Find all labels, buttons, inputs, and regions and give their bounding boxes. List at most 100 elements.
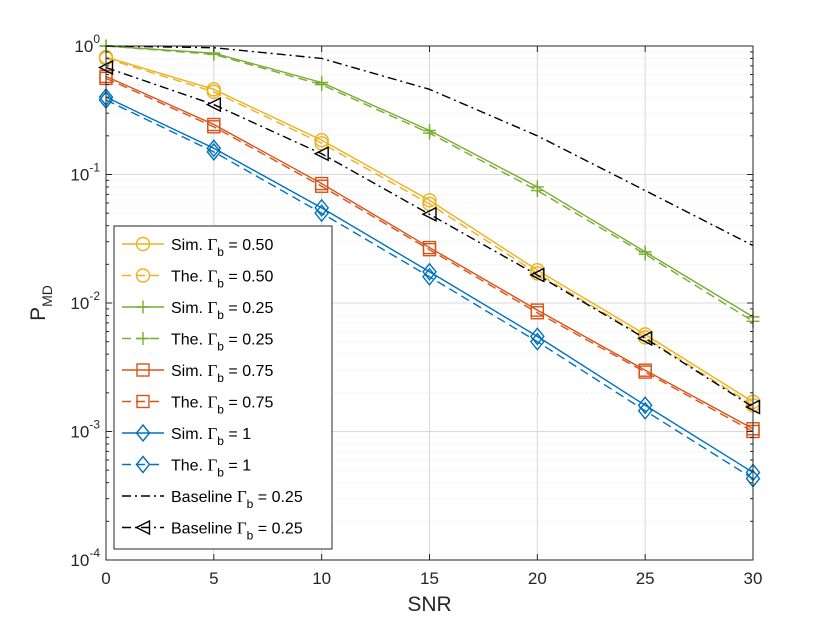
legend-label-1: The. Γb = 0.50 [171,267,273,291]
legend-value: = 0.25 [253,521,302,538]
series-9-point-3 [421,206,437,222]
series-5-point-3 [422,242,437,257]
legend-gamma: Γ [237,487,247,506]
legend-gamma: Γ [207,235,217,254]
legend-box [113,225,333,550]
series-line-5 [105,77,754,433]
y-axis-title-subscript: MD [39,285,55,307]
legend-entry-4: Sim. Γb = 0.75 [122,361,273,385]
y-tick-label-1: 10-1 [70,161,100,185]
series-9-point-1 [205,96,222,113]
series-7-point-1 [206,142,222,161]
legend-prefix: The. [171,332,207,349]
legend-prefix: Sim. [171,300,207,317]
series-3-point-2 [315,78,329,92]
legend-swatch-marker [136,332,150,345]
y-tick-exponent: -2 [89,289,100,303]
legend-entry-2: Sim. Γb = 0.25 [122,298,273,322]
series-6 [98,88,761,482]
legend-subscript: b [217,371,224,385]
legend-entry-9: Baseline Γb = 0.25 [122,519,303,543]
series-9-point-5 [637,330,653,347]
y-tick-base: 10 [70,551,89,570]
legend-value: = 0.75 [224,395,273,412]
legend-subscript: b [217,277,224,291]
y-tick-label-2: 10-2 [70,289,100,313]
legend-entry-0: Sim. Γb = 0.50 [122,235,273,259]
legend-gamma: Γ [207,361,217,380]
legend-subscript: b [217,308,224,322]
legend-label-3: The. Γb = 0.25 [171,330,273,354]
legend-subscript: b [217,403,224,417]
y-tick-exponent: -3 [89,418,100,432]
x-tick-label-5: 25 [636,569,655,588]
legend-swatch-marker [135,268,151,283]
series-3-point-5 [638,247,652,261]
legend-label-6: Sim. Γb = 1 [171,424,251,448]
legend-gamma: Γ [207,298,217,317]
legend-swatch-marker [136,363,150,377]
legend-swatch-marker [135,236,151,252]
legend-swatch-marker [135,423,151,443]
series-6-point-3 [422,262,437,281]
legend-subscript: b [217,245,224,259]
legend-gamma: Γ [207,393,217,412]
legend-value: = 1 [224,426,251,443]
legend-prefix: Sim. [171,237,207,254]
y-tick-label-4: 10-4 [70,546,100,570]
legend-value: = 0.75 [224,363,273,380]
legend-gamma: Γ [237,519,247,538]
series-7-point-5 [637,401,653,420]
series-9-point-2 [313,146,329,162]
x-tick-label-1: 5 [209,569,218,588]
legend-entry-7: The. Γb = 1 [122,455,251,480]
legend-value: = 0.25 [253,489,302,506]
series-1-point-1 [206,84,222,100]
y-tick-base: 10 [70,166,89,185]
legend-entry-1: The. Γb = 0.50 [122,267,273,291]
legend-label-5: The. Γb = 0.75 [171,393,273,417]
series-5-point-1 [207,120,221,134]
series-6-point-1 [206,139,222,158]
series-line-0 [105,56,754,403]
series-7-point-4 [529,332,545,351]
series-line-7 [105,99,754,480]
legend-prefix: Sim. [171,426,207,443]
legend-value: = 1 [224,458,251,475]
y-tick-exponent: -1 [89,161,100,175]
y-axis-title-main: P [27,307,50,321]
legend-subscript: b [247,529,254,543]
series-5-point-5 [638,365,652,379]
legend-gamma: Γ [207,424,217,443]
legend-entry-3: The. Γb = 0.25 [122,330,273,354]
x-tick-label-0: 0 [101,569,110,588]
legend-swatch-marker [136,300,150,314]
series-6-point-2 [314,198,330,217]
legend-entry-8: Baseline Γb = 0.25 [122,487,303,511]
legend-swatch-marker [134,519,151,536]
legend-label-4: Sim. Γb = 0.75 [171,361,273,385]
series-5-point-4 [530,306,545,320]
legend-prefix: Sim. [171,363,207,380]
y-tick-label-3: 10-3 [70,418,100,442]
series-line-6 [105,96,754,474]
legend-value: = 0.50 [224,237,273,254]
legend-subscript: b [217,466,224,480]
series-3-point-4 [530,184,544,198]
legend-label-7: The. Γb = 1 [171,456,251,480]
y-tick-exponent: 0 [93,32,100,46]
legend-entry-6: Sim. Γb = 1 [122,423,251,448]
legend-prefix: Baseline [171,489,237,506]
y-tick-exponent: -4 [89,546,100,560]
series-line-1 [105,57,754,406]
legend-prefix: The. [171,269,207,286]
series-line-4 [105,75,754,430]
x-tick-label-6: 30 [744,569,763,588]
x-tick-label-3: 15 [420,569,439,588]
legend-gamma: Γ [207,267,217,286]
series-6-point-4 [529,327,545,346]
legend-value: = 0.50 [224,269,273,286]
